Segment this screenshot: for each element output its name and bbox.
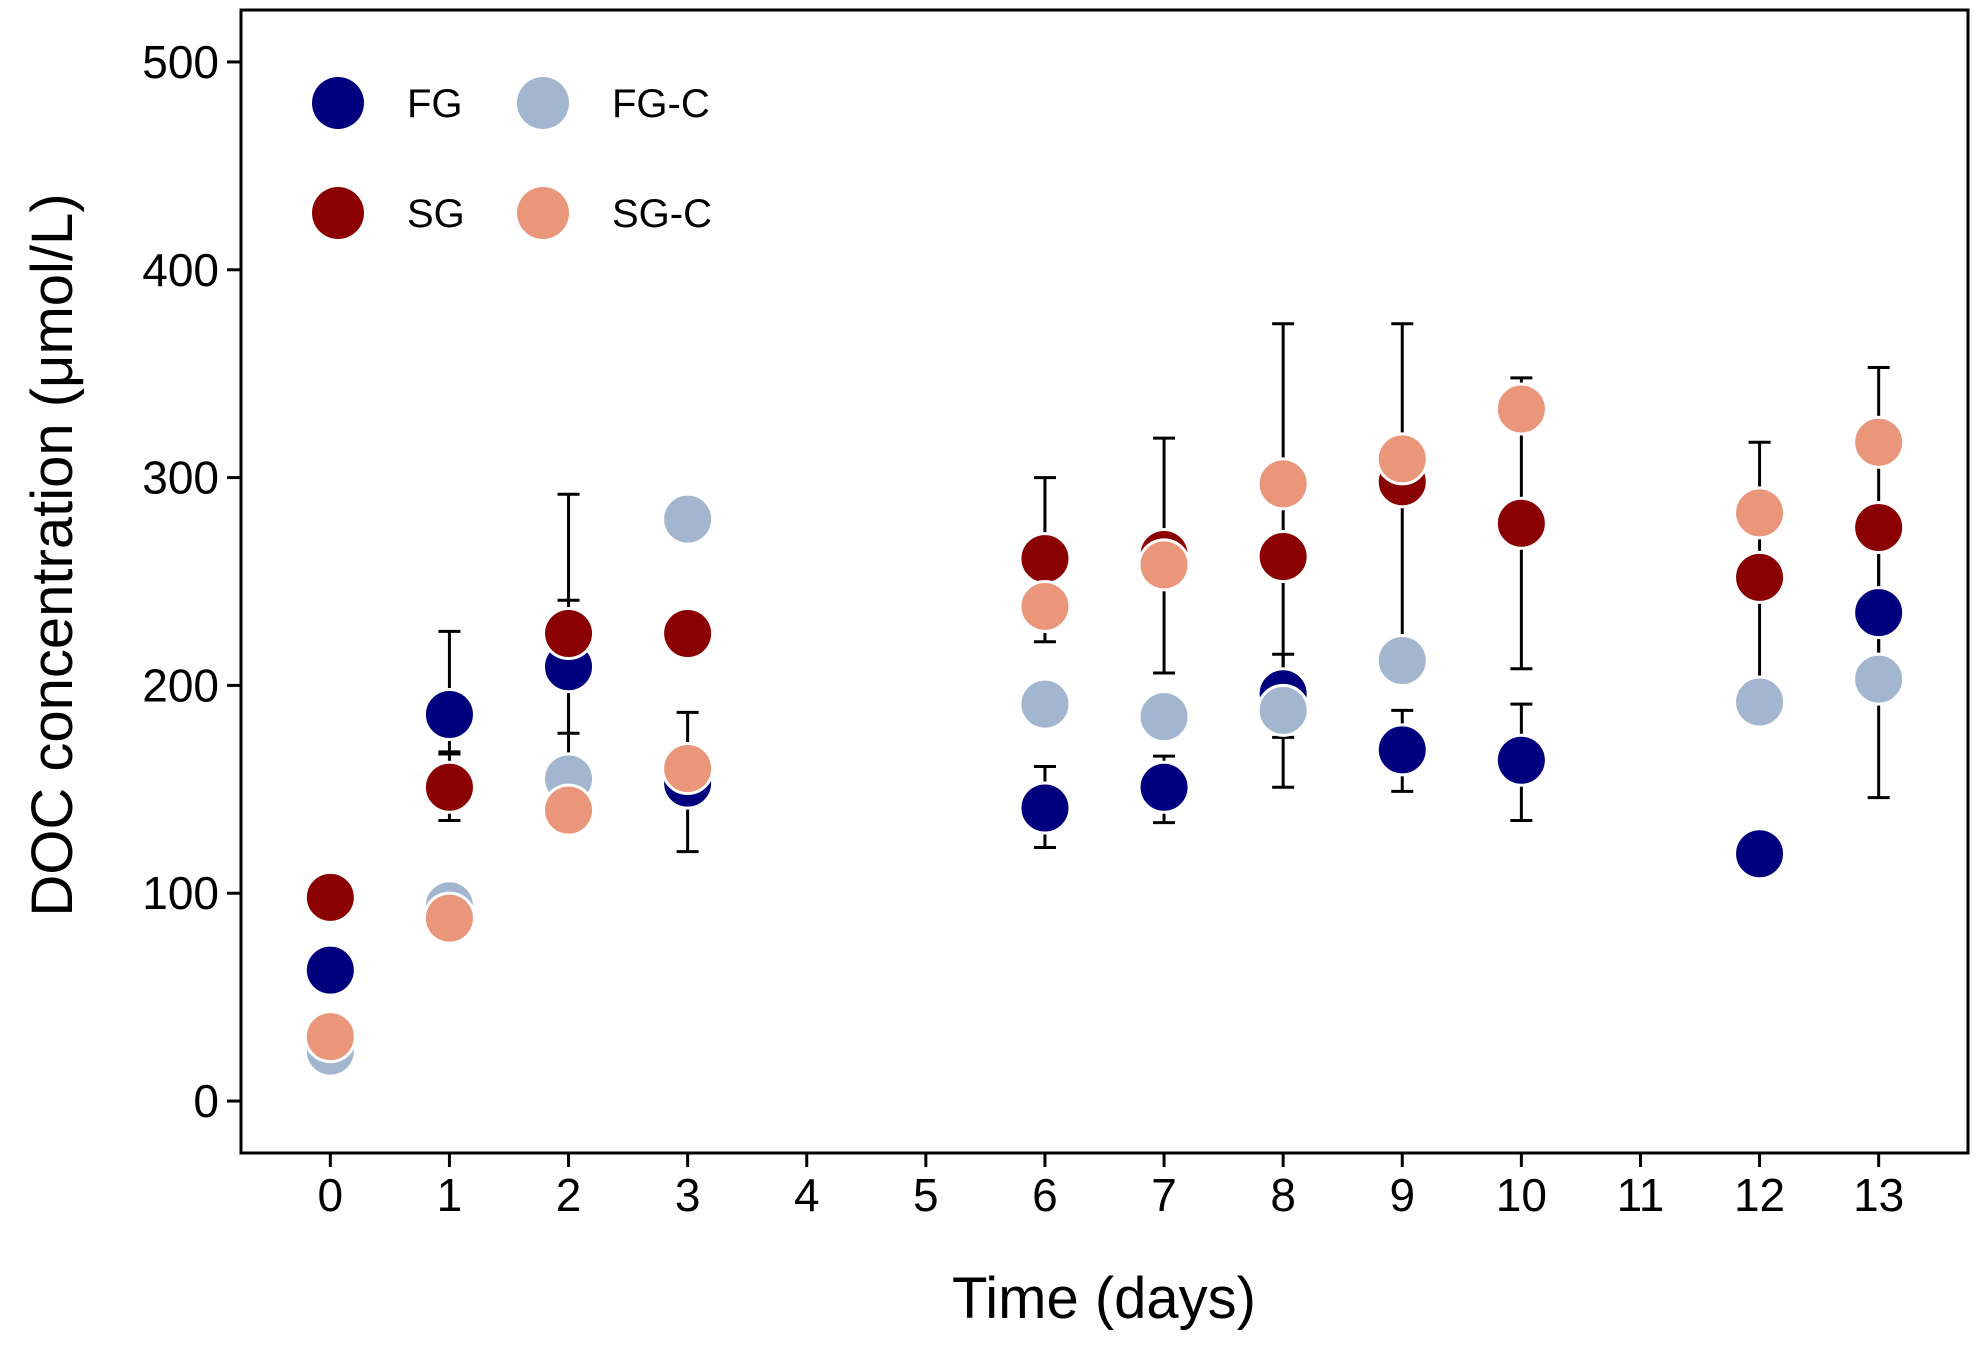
- point-sg-c: [1852, 415, 1906, 469]
- x-tick-label: 4: [794, 1169, 820, 1221]
- x-tick-label: 7: [1151, 1169, 1177, 1221]
- point-sg-c: [1733, 486, 1787, 540]
- y-tick-label: 100: [142, 867, 219, 919]
- x-tick-label: 0: [318, 1169, 344, 1221]
- point-fg: [303, 943, 357, 997]
- y-tick-label: 500: [142, 36, 219, 88]
- point-sg: [1256, 530, 1310, 584]
- point-sg: [1018, 532, 1072, 586]
- y-axis: 0 100 200 300 400 500: [142, 36, 241, 1127]
- point-fg: [1733, 827, 1787, 881]
- x-tick-label: 10: [1496, 1169, 1547, 1221]
- point-fg-c: [1375, 633, 1429, 687]
- point-sg: [542, 606, 596, 660]
- point-sg-c: [1375, 432, 1429, 486]
- point-sg: [1733, 550, 1787, 604]
- y-tick-label: 300: [142, 452, 219, 504]
- legend-label-fg: FG: [407, 82, 463, 126]
- point-sg: [661, 606, 715, 660]
- x-tick-label: 12: [1734, 1169, 1785, 1221]
- point-fg: [422, 688, 476, 742]
- point-fg-c: [1852, 652, 1906, 706]
- y-axis-title: DOC concentration (μmol/L): [20, 193, 85, 916]
- legend: FG FG-C SG SG-C: [312, 77, 712, 239]
- legend-key-sg: [312, 187, 364, 239]
- point-fg: [1852, 586, 1906, 640]
- legend-label-fg-c: FG-C: [612, 82, 710, 126]
- x-tick-label: 3: [675, 1169, 701, 1221]
- point-sg-c: [542, 783, 596, 837]
- legend-key-sg-c: [517, 187, 569, 239]
- point-sg-c: [1494, 382, 1548, 436]
- y-tick-label: 0: [193, 1075, 219, 1127]
- point-sg-c: [1256, 457, 1310, 511]
- x-tick-label: 11: [1617, 1169, 1665, 1221]
- point-sg: [422, 760, 476, 814]
- point-fg-c: [1256, 683, 1310, 737]
- point-sg: [1494, 496, 1548, 550]
- x-axis: 0 1 2 3 4 5 6 7 8 9 10 11 12 13: [318, 1153, 1904, 1221]
- point-fg: [1137, 760, 1191, 814]
- x-tick-label: 9: [1389, 1169, 1415, 1221]
- point-sg-c: [1137, 538, 1191, 592]
- point-fg-c: [1733, 675, 1787, 729]
- point-sg-c: [661, 742, 715, 796]
- x-tick-label: 8: [1270, 1169, 1296, 1221]
- data-points: [303, 382, 1906, 1078]
- x-tick-label: 1: [437, 1169, 463, 1221]
- point-fg: [1375, 723, 1429, 777]
- x-tick-label: 5: [913, 1169, 939, 1221]
- legend-label-sg: SG: [407, 192, 465, 236]
- legend-key-fg-c: [517, 77, 569, 129]
- point-fg: [1018, 781, 1072, 835]
- point-sg: [1852, 500, 1906, 554]
- point-sg-c: [422, 891, 476, 945]
- y-tick-label: 400: [142, 244, 219, 296]
- x-tick-label: 13: [1853, 1169, 1904, 1221]
- legend-key-fg: [312, 77, 364, 129]
- point-fg: [1494, 733, 1548, 787]
- point-sg-c: [303, 1010, 357, 1064]
- y-tick-label: 200: [142, 659, 219, 711]
- legend-label-sg-c: SG-C: [612, 192, 712, 236]
- point-fg-c: [661, 492, 715, 546]
- point-fg-c: [1137, 690, 1191, 744]
- point-sg: [303, 870, 357, 924]
- x-tick-label: 2: [556, 1169, 582, 1221]
- x-axis-title: Time (days): [952, 1266, 1256, 1331]
- x-tick-label: 6: [1032, 1169, 1058, 1221]
- point-sg-c: [1018, 579, 1072, 633]
- point-fg-c: [1018, 677, 1072, 731]
- plot-frame: [239, 8, 1970, 1155]
